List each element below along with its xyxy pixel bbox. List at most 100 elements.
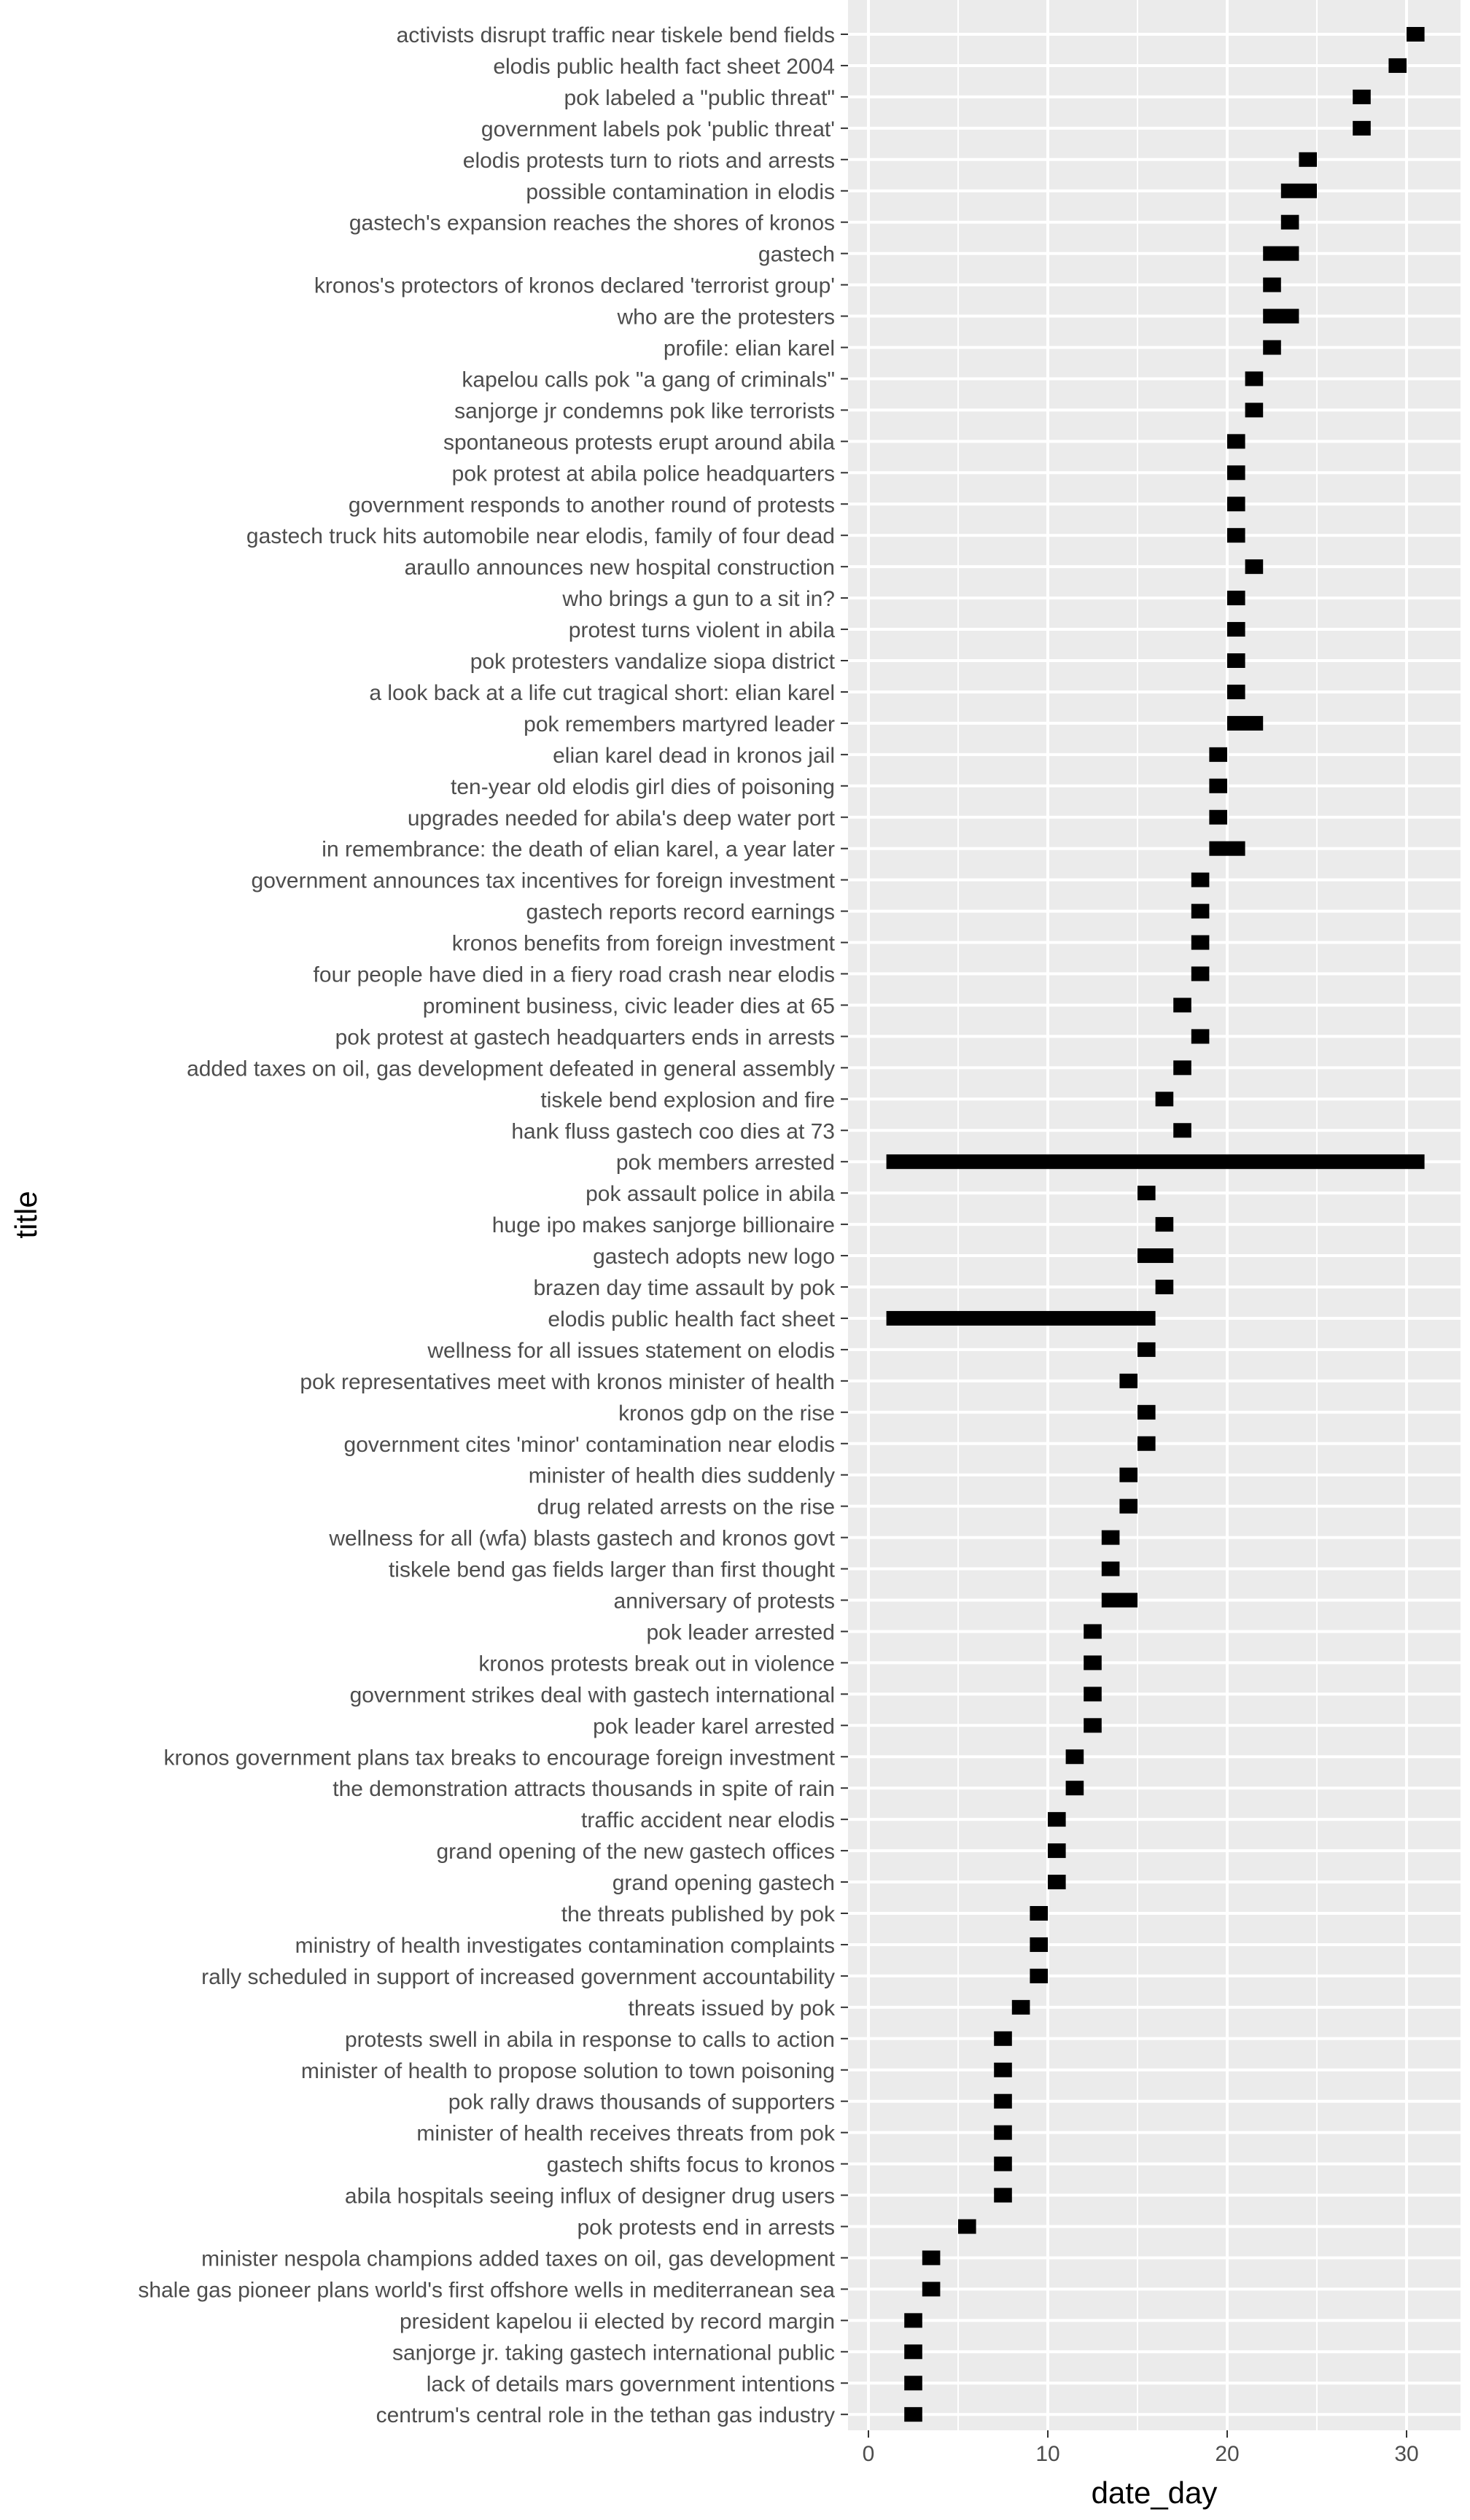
- y-tick-label: president kapelou ii elected by record m…: [400, 2309, 835, 2333]
- range-bar: [1119, 1467, 1138, 1482]
- range-bar: [1030, 1906, 1048, 1921]
- range-bar: [1084, 1624, 1102, 1639]
- y-tick-label: minister nespola champions added taxes o…: [201, 2247, 836, 2271]
- range-bar: [994, 2188, 1012, 2203]
- range-bar: [1138, 1248, 1174, 1264]
- y-tick-label: pok leader arrested: [647, 1620, 836, 1644]
- y-tick-label: elodis public health fact sheet 2004: [493, 55, 835, 79]
- y-tick-label: in remembrance: the death of elian karel…: [322, 838, 835, 862]
- y-tick-label: pok protest at gastech headquarters ends…: [335, 1025, 835, 1049]
- range-bar: [1245, 559, 1264, 575]
- range-bar: [1048, 1812, 1066, 1827]
- range-bar: [1353, 120, 1371, 136]
- y-tick-label: prominent business, civic leader dies at…: [423, 994, 835, 1018]
- y-tick-label: pok assault police in abila: [586, 1182, 835, 1206]
- y-axis-tick-labels: activists disrupt traffic near tiskele b…: [138, 23, 836, 2427]
- y-tick-label: brazen day time assault by pok: [533, 1276, 836, 1300]
- y-tick-label: araullo announces new hospital construct…: [405, 556, 835, 580]
- range-bar: [1263, 340, 1281, 355]
- y-axis-ticks: [841, 34, 848, 2416]
- range-bar: [1119, 1498, 1138, 1514]
- range-bar: [1119, 1373, 1138, 1388]
- x-tick-label: 0: [863, 2442, 875, 2466]
- range-bar: [1388, 58, 1407, 73]
- range-bar: [1227, 497, 1245, 512]
- range-bar: [1263, 246, 1299, 261]
- y-tick-label: pok leader karel arrested: [593, 1714, 835, 1738]
- y-tick-label: possible contamination in elodis: [526, 180, 835, 204]
- y-tick-label: pok labeled a "public threat": [564, 86, 835, 110]
- range-bar: [1227, 465, 1245, 481]
- minor-gridlines: [957, 0, 1318, 2430]
- y-tick-label: who are the protesters: [617, 306, 836, 330]
- range-bar: [1155, 1217, 1174, 1232]
- range-bar: [1084, 1687, 1102, 1702]
- range-bar: [994, 2062, 1012, 2077]
- range-bar: [1227, 591, 1245, 606]
- y-tick-label: grand opening gastech: [612, 1871, 835, 1895]
- y-tick-label: kronos benefits from foreign investment: [452, 932, 836, 956]
- range-bar: [1191, 1029, 1210, 1044]
- range-bar: [904, 2313, 922, 2328]
- y-tick-label: upgrades needed for abila's deep water p…: [408, 806, 836, 831]
- y-tick-label: grand opening of the new gastech offices: [436, 1840, 835, 1864]
- y-tick-label: four people have died in a fiery road cr…: [314, 963, 835, 987]
- range-bar: [1353, 89, 1371, 104]
- range-bar: [886, 1154, 1425, 1170]
- y-tick-label: pok rally draws thousands of supporters: [448, 2091, 835, 2115]
- y-tick-label: the threats published by pok: [561, 1902, 836, 1926]
- y-tick-label: kapelou calls pok "a gang of criminals": [462, 368, 835, 392]
- range-bar: [922, 2250, 941, 2266]
- y-tick-label: spontaneous protests erupt around abila: [443, 430, 835, 454]
- range-bar: [1227, 528, 1245, 543]
- plot-panel: [848, 0, 1461, 2430]
- y-tick-label: protests swell in abila in response to c…: [345, 2028, 835, 2052]
- range-bar: [1299, 152, 1317, 167]
- range-bar: [886, 1310, 1156, 1326]
- y-tick-label: shale gas pioneer plans world's first of…: [138, 2278, 835, 2302]
- range-bar: [1191, 966, 1210, 981]
- x-axis-ticks: [868, 2430, 1407, 2438]
- y-tick-label: wellness for all issues statement on elo…: [427, 1339, 835, 1363]
- range-bar: [1084, 1655, 1102, 1671]
- range-bar: [1048, 1843, 1066, 1859]
- y-tick-label: the demonstration attracts thousands in …: [332, 1777, 835, 1801]
- range-bar: [1280, 183, 1317, 198]
- y-tick-label: sanjorge jr. taking gastech internationa…: [392, 2341, 835, 2365]
- y-tick-label: gastech adopts new logo: [593, 1245, 835, 1269]
- y-tick-label: pok protesters vandalize siopa district: [470, 650, 836, 674]
- range-bar: [1138, 1342, 1156, 1357]
- y-tick-label: tiskele bend gas fields larger than firs…: [389, 1558, 836, 1582]
- range-bar: [1227, 653, 1245, 668]
- range-bar: [1280, 214, 1299, 230]
- y-tick-label: activists disrupt traffic near tiskele b…: [397, 23, 835, 47]
- x-tick-label: 30: [1394, 2442, 1418, 2466]
- range-bar: [1209, 778, 1227, 793]
- y-tick-label: government announces tax incentives for …: [252, 869, 836, 893]
- range-bar: [1245, 402, 1264, 418]
- range-bar: [1030, 1937, 1048, 1952]
- x-tick-label: 10: [1035, 2442, 1059, 2466]
- range-bar: [1227, 684, 1245, 699]
- y-tick-label: minister of health dies suddenly: [529, 1464, 835, 1488]
- y-tick-label: profile: elian karel: [664, 337, 835, 361]
- y-tick-label: wellness for all (wfa) blasts gastech an…: [328, 1527, 835, 1551]
- y-tick-label: abila hospitals seeing influx of designe…: [345, 2185, 835, 2209]
- y-tick-label: pok protests end in arrests: [577, 2216, 835, 2240]
- range-bar: [1030, 1968, 1048, 1983]
- range-bar: [1407, 27, 1425, 42]
- y-tick-label: pok members arrested: [616, 1151, 835, 1175]
- y-tick-label: pok representatives meet with kronos min…: [300, 1370, 835, 1394]
- range-bar: [1138, 1186, 1156, 1201]
- range-bars: [886, 27, 1425, 2422]
- y-tick-label: who brings a gun to a sit in?: [561, 587, 835, 611]
- y-tick-label: ten-year old elodis girl dies of poisoni…: [451, 775, 835, 799]
- y-tick-label: kronos gdp on the rise: [618, 1401, 835, 1426]
- y-tick-label: protest turns violent in abila: [569, 618, 836, 642]
- range-bar: [1263, 308, 1299, 324]
- range-bar: [1227, 622, 1245, 637]
- y-tick-label: traffic accident near elodis: [581, 1808, 835, 1832]
- range-bar: [1138, 1436, 1156, 1451]
- y-tick-label: kronos government plans tax breaks to en…: [163, 1746, 835, 1770]
